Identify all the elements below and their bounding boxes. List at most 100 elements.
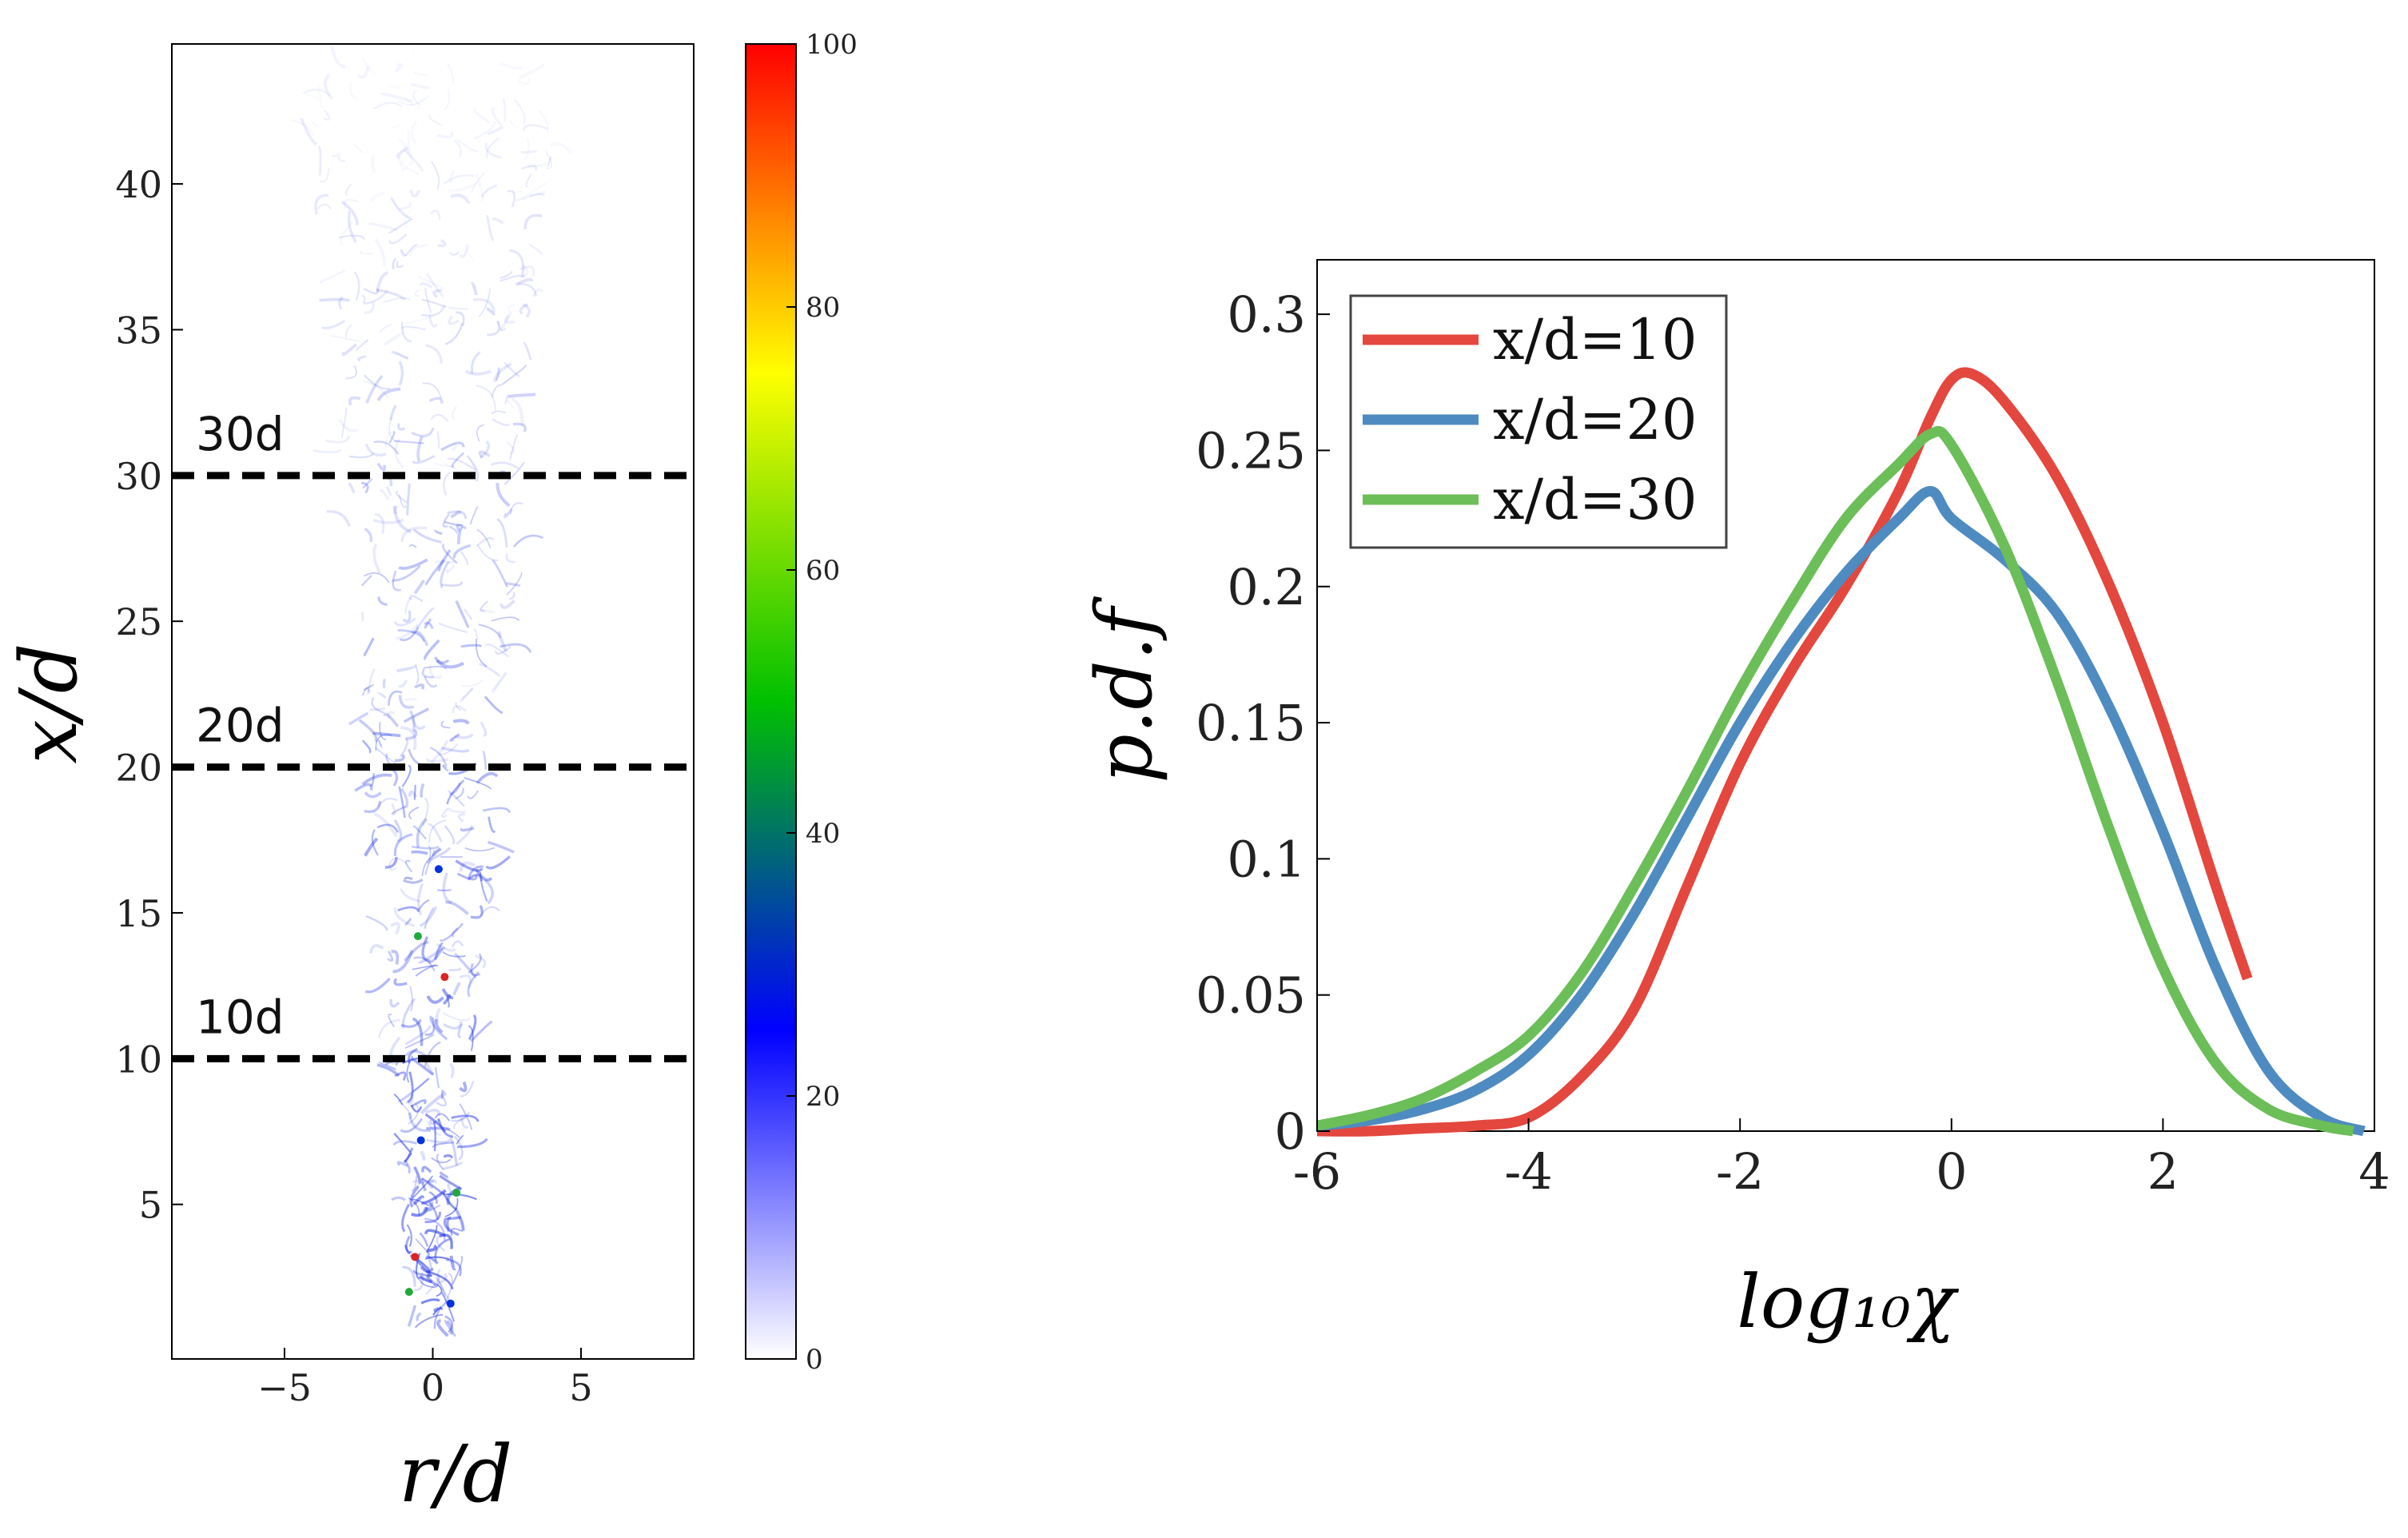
field-wisp xyxy=(450,193,471,205)
field-wisp xyxy=(512,422,527,432)
field-wisp xyxy=(434,529,443,536)
field-wisp xyxy=(424,618,432,629)
field-wisp xyxy=(377,692,387,699)
field-wisp xyxy=(460,687,474,703)
field-wisp xyxy=(437,549,452,572)
field-wisp xyxy=(416,608,435,630)
field-wisp xyxy=(348,396,361,406)
field-wisp xyxy=(424,845,432,875)
field-wisp xyxy=(525,173,532,187)
field-wisp xyxy=(371,829,379,856)
field-wisp xyxy=(448,306,468,310)
field-wisp xyxy=(412,1175,433,1199)
field-wisp xyxy=(354,783,373,792)
field-wisp xyxy=(397,906,420,913)
field-wisp xyxy=(365,914,388,931)
field-wisp xyxy=(519,265,535,277)
field-wisp xyxy=(427,1244,437,1253)
legend-entry: x/d=20 xyxy=(1493,387,1698,452)
field-wisp xyxy=(442,994,452,1006)
field-wisp xyxy=(444,1273,453,1304)
dissipation-field xyxy=(289,44,553,1337)
field-wisp xyxy=(407,1071,414,1103)
field-wisp xyxy=(448,251,460,257)
field-wisp xyxy=(404,918,412,926)
field-wisp xyxy=(412,89,421,106)
field-wisp xyxy=(421,855,434,877)
field-wisp xyxy=(441,807,450,818)
field-wisp xyxy=(430,413,449,422)
field-wisp xyxy=(405,729,418,740)
field-wisp xyxy=(480,600,489,612)
field-wisp xyxy=(445,1127,460,1138)
left-y-ticks: 5 10 15 20 25 30 35 40 xyxy=(115,163,183,1227)
field-wisp xyxy=(413,1272,424,1291)
field-wisp xyxy=(507,304,516,314)
field-wisp xyxy=(400,1102,412,1120)
field-wisp xyxy=(506,441,515,454)
field-wisp xyxy=(447,63,455,83)
field-wisp xyxy=(519,303,529,315)
field-wisp xyxy=(376,1063,400,1078)
field-wisp xyxy=(473,107,491,124)
field-wisp xyxy=(436,1273,448,1285)
field-wisp xyxy=(361,687,371,696)
field-wisp xyxy=(387,950,394,962)
field-wisp xyxy=(444,1320,456,1337)
field-hotspot xyxy=(440,973,449,982)
field-wisp xyxy=(443,1161,463,1170)
legend-entry: x/d=10 xyxy=(1493,307,1698,373)
left-y-tick-label: 10 xyxy=(115,1038,162,1081)
field-wisp xyxy=(406,1224,412,1247)
field-wisp xyxy=(428,114,442,126)
field-wisp xyxy=(509,249,525,278)
field-wisp xyxy=(360,612,364,622)
field-wisp xyxy=(444,825,455,845)
field-wisp xyxy=(484,879,494,905)
field-wisp xyxy=(330,334,362,343)
field-wisp xyxy=(394,754,405,763)
field-wisp xyxy=(363,572,390,584)
field-wisp xyxy=(450,510,461,519)
field-wisp xyxy=(404,244,419,257)
field-wisp xyxy=(372,193,384,202)
field-wisp xyxy=(343,199,359,209)
field-wisp xyxy=(426,273,444,298)
field-wisp xyxy=(398,361,404,386)
field-wisp xyxy=(505,553,515,564)
field-wisp xyxy=(403,1147,414,1163)
legend: x/d=10 x/d=20 x/d=30 xyxy=(1349,294,1728,549)
field-wisp xyxy=(501,365,527,385)
right-y-tick-label: 0.25 xyxy=(1196,421,1306,480)
field-wisp xyxy=(466,455,480,482)
field-wisp xyxy=(314,193,329,215)
field-wisp xyxy=(393,440,424,444)
field-wisp xyxy=(392,505,412,534)
reference-line-label: 20d xyxy=(196,699,285,753)
field-wisp xyxy=(340,200,359,225)
field-wisp xyxy=(446,995,450,1008)
field-wisp xyxy=(406,483,411,516)
field-wisp xyxy=(400,787,409,808)
field-wisp xyxy=(448,966,462,971)
field-wisp xyxy=(515,277,534,286)
field-wisp xyxy=(529,193,545,197)
field-wisp xyxy=(453,1116,466,1130)
field-wisp xyxy=(449,733,460,742)
field-wisp xyxy=(411,630,428,647)
field-wisp xyxy=(377,1018,400,1038)
field-wisp xyxy=(363,288,379,295)
field-wisp xyxy=(436,431,440,449)
field-wisp xyxy=(443,1217,460,1237)
field-wisp xyxy=(383,712,400,727)
field-wisp xyxy=(531,288,543,297)
field-wisp xyxy=(539,110,548,133)
field-wisp xyxy=(323,110,331,121)
field-wisp xyxy=(434,1113,450,1122)
field-wisp xyxy=(436,1154,444,1170)
field-wisp xyxy=(486,307,496,316)
field-wisp xyxy=(390,922,400,935)
field-wisp xyxy=(428,1191,438,1204)
field-wisp xyxy=(372,731,401,738)
field-wisp xyxy=(470,281,478,296)
